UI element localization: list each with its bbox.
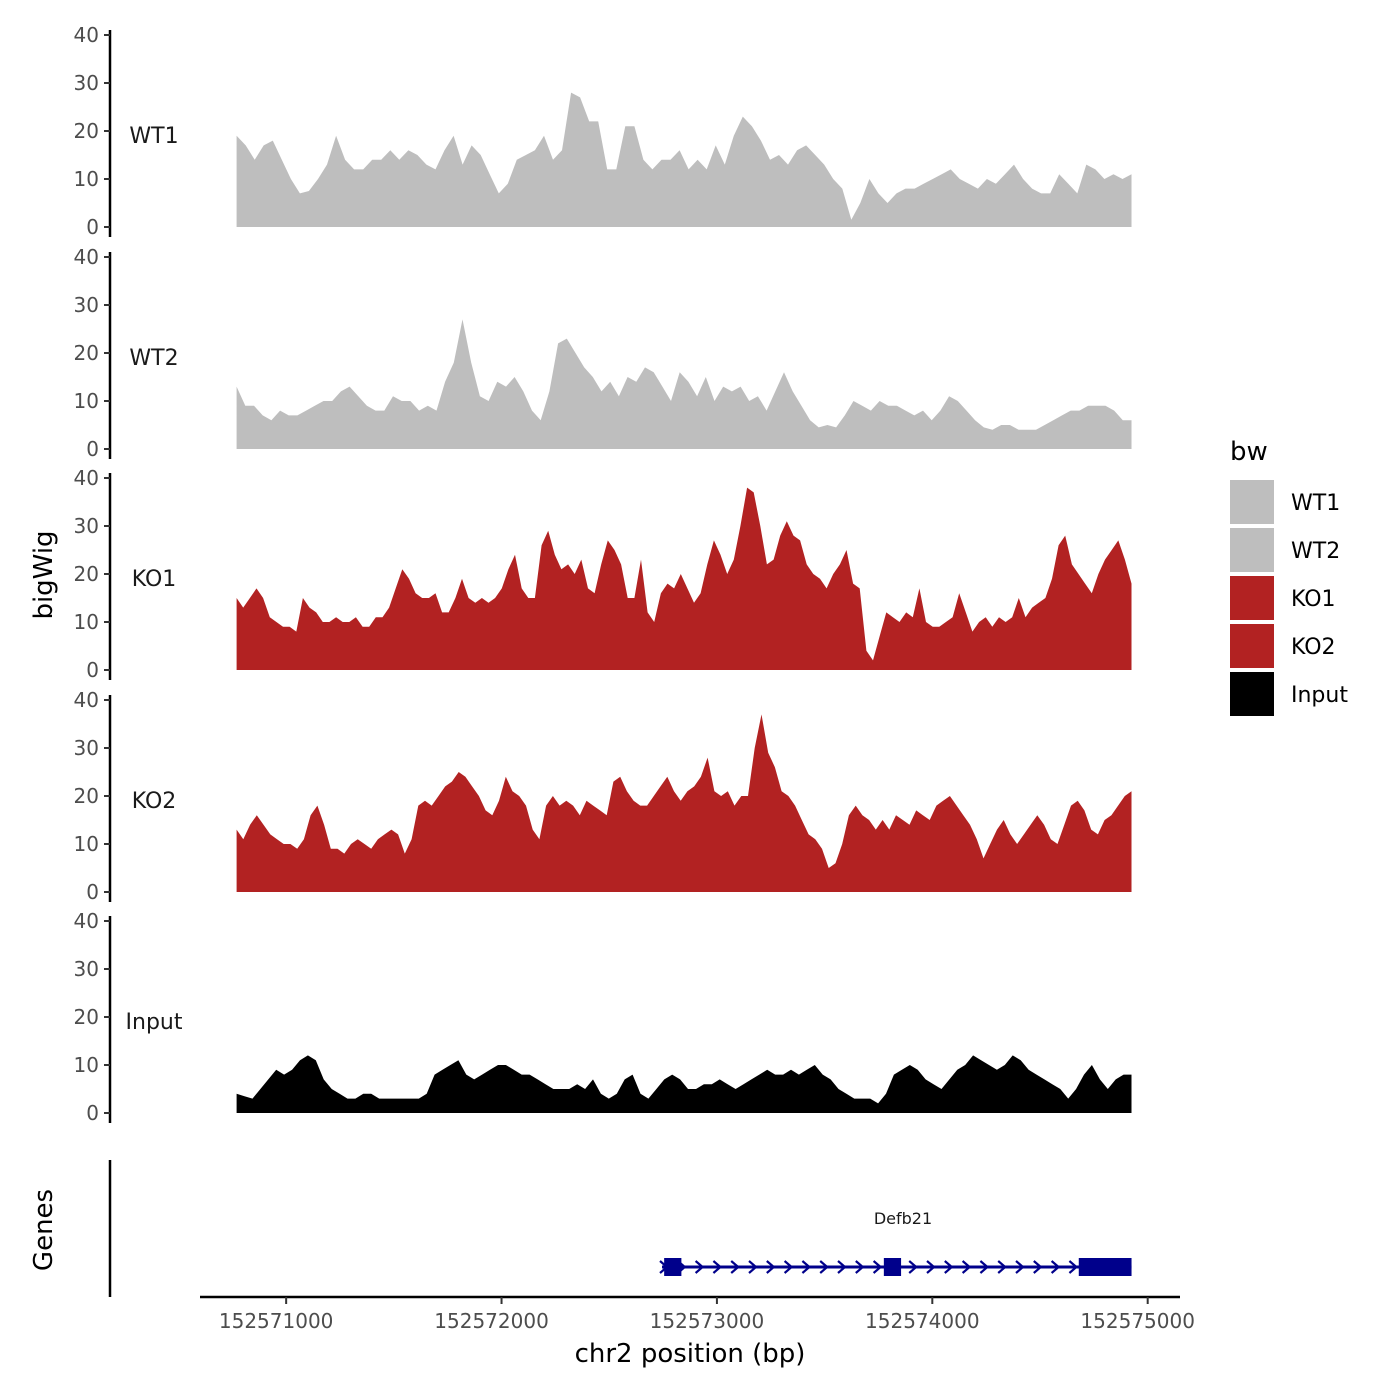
signal-area-wt1 [236,92,1132,227]
legend-label-input: Input [1291,683,1348,708]
strand-arrow [997,1260,1007,1274]
track-wt2: 0 10 20 30 40 WT2 [74,245,1132,461]
track-ko2: 0 10 20 30 40 KO2 [74,688,1132,904]
strand-arrow [766,1260,776,1274]
x-tick-label: 152571000 [219,1309,334,1333]
strand-arrow [855,1260,865,1274]
y-tick-label: 40 [74,688,99,712]
strand-arrow [783,1260,794,1274]
legend-swatch-ko2 [1230,624,1274,668]
legend-label-ko2: KO2 [1291,635,1336,660]
x-tick-label: 152573000 [650,1309,765,1333]
legend-swatch-wt2 [1230,528,1274,572]
y-tick-label: 0 [86,215,99,239]
strand-arrow [1050,1260,1061,1274]
strand-arrow [748,1260,758,1274]
strand-arrow [712,1260,723,1274]
track-ko1: 0 10 20 30 40 KO1 [74,466,1132,682]
y-axis-title: bigWig [29,530,59,619]
strand-arrow [801,1260,812,1274]
gene-exon [664,1258,682,1276]
legend: bw WT1 WT2 KO1 KO2 Input [1230,437,1348,716]
y-tick-label: 40 [74,466,99,490]
strand-arrow [1033,1260,1043,1274]
y-tick-label: 40 [74,245,99,269]
track-label: Input [126,1010,183,1035]
y-tick-label: 10 [74,832,99,856]
y-tick-label: 10 [74,389,99,413]
y-tick-label: 30 [74,957,99,981]
y-tick-label: 20 [74,1005,99,1029]
y-tick-label: 10 [74,610,99,634]
strand-arrow [1015,1260,1025,1274]
y-tick-label: 0 [86,880,99,904]
legend-swatch-ko1 [1230,576,1274,620]
track-input: 0 10 20 30 40 Input [74,909,1132,1125]
y-tick-label: 20 [74,784,99,808]
legend-swatch-input [1230,672,1274,716]
legend-label-wt1: WT1 [1291,491,1340,516]
legend-label-ko1: KO1 [1291,587,1336,612]
strand-arrow [944,1260,954,1274]
strand-arrow [819,1260,829,1274]
strand-arrow [926,1260,936,1274]
y-tick-label: 20 [74,562,99,586]
track-label: KO2 [132,789,177,814]
strand-arrow [1068,1260,1079,1274]
gene-name: Defb21 [874,1209,932,1228]
y-tick-label: 30 [74,736,99,760]
track-label: WT2 [129,346,178,371]
genes-axis-title: Genes [29,1189,59,1271]
strand-arrow [979,1260,990,1274]
legend-label-wt2: WT2 [1291,539,1340,564]
track-label: KO1 [132,567,177,592]
y-tick-label: 40 [74,23,99,47]
strand-arrow [872,1260,883,1274]
y-tick-label: 0 [86,437,99,461]
y-tick-label: 30 [74,293,99,317]
y-tick-label: 0 [86,658,99,682]
y-tick-label: 20 [74,341,99,365]
signal-area-ko1 [236,487,1132,670]
y-tick-label: 40 [74,909,99,933]
signal-area-ko2 [236,714,1132,892]
strand-arrow [694,1260,705,1274]
strand-arrow [837,1260,847,1274]
y-tick-label: 10 [74,167,99,191]
x-tick-label: 152572000 [434,1309,549,1333]
y-tick-label: 30 [74,71,99,95]
strand-arrow [908,1260,918,1274]
y-tick-label: 30 [74,514,99,538]
signal-area-wt2 [236,319,1132,449]
strand-arrow [730,1260,740,1274]
y-tick-label: 20 [74,119,99,143]
legend-title: bw [1230,437,1268,467]
strand-arrow [961,1260,972,1274]
y-tick-label: 10 [74,1053,99,1077]
y-tick-label: 0 [86,1101,99,1125]
x-axis-title: chr2 position (bp) [575,1339,806,1369]
x-tick-label: 152574000 [865,1309,980,1333]
signal-area-input [236,1055,1132,1113]
x-tick-label: 152575000 [1080,1309,1195,1333]
x-axis: 152571000 152572000 152573000 152574000 1525… [200,1295,1195,1333]
legend-swatch-wt1 [1230,480,1274,524]
signal-tracks: 0 10 20 30 40 WT1 0 10 20 30 40 WT2 0 10 20 30 40 KO1 0 10 2… [74,23,1132,1125]
track-wt1: 0 10 20 30 40 WT1 [74,23,1132,239]
track-label: WT1 [129,124,178,149]
gene-exon [883,1258,902,1276]
gene-track: Defb21 [108,1160,1132,1297]
gene-exon [1078,1258,1132,1276]
